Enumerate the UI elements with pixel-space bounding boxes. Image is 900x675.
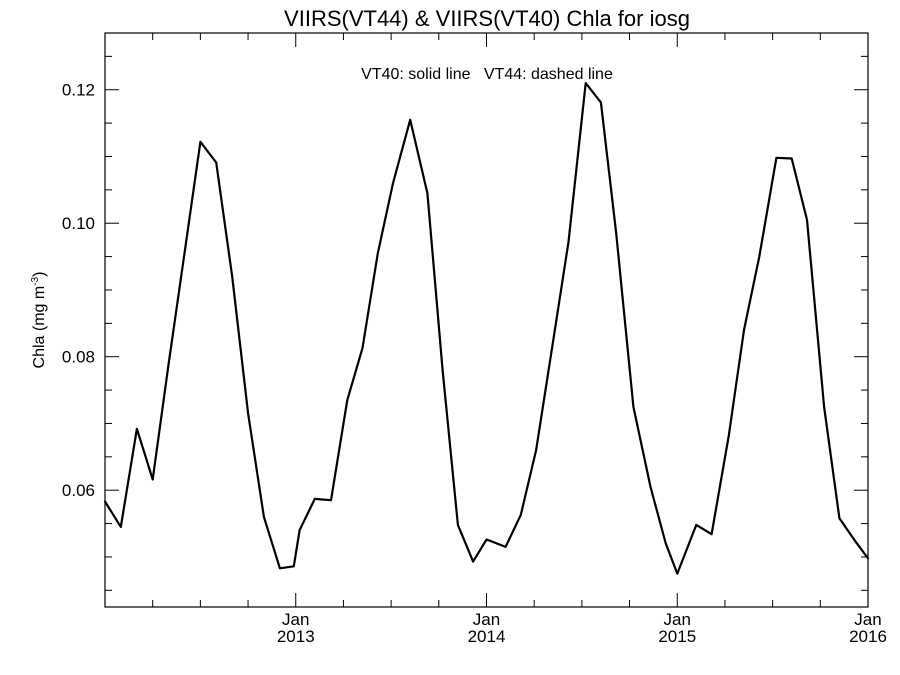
y-axis-label-sup: -3 (30, 276, 41, 285)
series-line-solid (103, 82, 870, 575)
plot-frame (104, 32, 869, 608)
axis-ticks: 0.060.080.100.12Jan2013Jan2014Jan2015Jan… (62, 33, 887, 646)
y-tick-label: 0.12 (62, 81, 95, 100)
x-tick-label-month: Jan (664, 610, 691, 629)
y-axis-label-main: Chla (mg m (31, 286, 48, 369)
x-tick-label-year: 2016 (849, 627, 887, 646)
x-tick-label-year: 2013 (277, 627, 315, 646)
x-tick-label-year: 2015 (658, 627, 696, 646)
x-tick-label-month: Jan (282, 610, 309, 629)
series-layer (103, 82, 870, 575)
y-axis-label: Chla (mg m-3) (30, 272, 48, 369)
x-tick-label-month: Jan (473, 610, 500, 629)
chart-title: VIIRS(VT44) & VIIRS(VT40) Chla for iosg (284, 6, 690, 31)
y-tick-label: 0.10 (62, 214, 95, 233)
y-tick-label: 0.06 (62, 481, 95, 500)
y-axis-label-close: ) (31, 272, 48, 277)
legend-text: VT40: solid line VT44: dashed line (361, 66, 613, 83)
x-tick-label-year: 2014 (468, 627, 506, 646)
x-tick-label-month: Jan (854, 610, 881, 629)
y-tick-label: 0.08 (62, 348, 95, 367)
